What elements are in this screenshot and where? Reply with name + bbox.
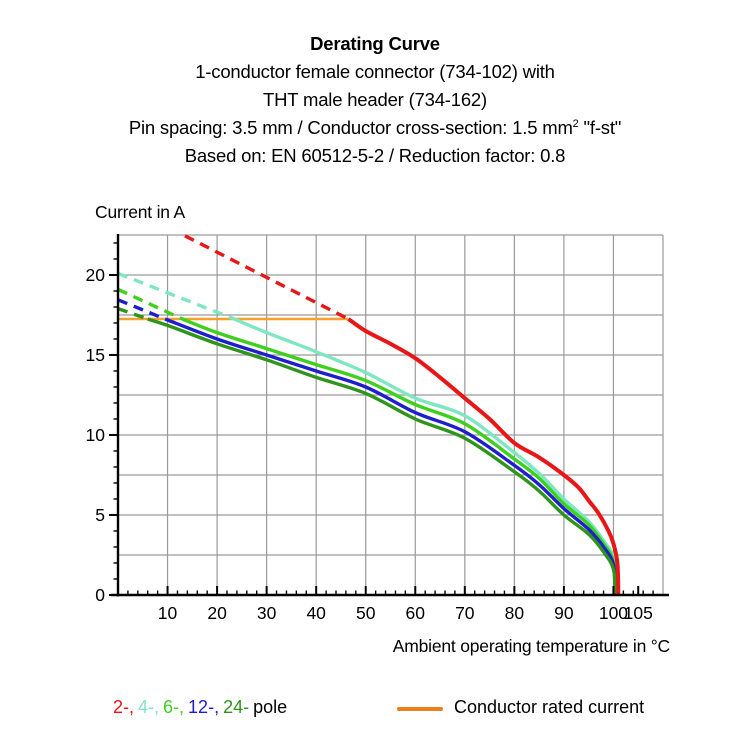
x-tick-label: 10 bbox=[158, 603, 178, 623]
curve-2-pole-solid bbox=[347, 317, 621, 596]
subtitle-line-2: THT male header (734-162) bbox=[263, 89, 487, 110]
x-tick-label: 70 bbox=[455, 603, 475, 623]
legend-pole-item: 24- bbox=[223, 697, 250, 717]
curve-24-pole-dashed bbox=[117, 306, 149, 321]
legend-pole-item: 6-, bbox=[163, 697, 185, 717]
subtitle-line-1: 1-conductor female connector (734-102) w… bbox=[195, 61, 555, 82]
page-title: Derating Curve bbox=[310, 33, 440, 54]
legend-pole-item: 4-, bbox=[138, 697, 160, 717]
x-tick-label: 100 bbox=[599, 603, 628, 623]
legend-pole-item: 12-, bbox=[188, 697, 220, 717]
y-axis-title: Current in A bbox=[95, 202, 186, 222]
y-tick-label: 5 bbox=[95, 505, 105, 525]
title-block: Derating Curve 1-conductor female connec… bbox=[0, 30, 750, 170]
rated-current-line-swatch bbox=[397, 706, 443, 711]
legend-pole-item: 2-, bbox=[113, 697, 135, 717]
spec-line-post: "f-st" bbox=[578, 117, 622, 138]
legend-pole-suffix: pole bbox=[253, 697, 288, 717]
x-tick-label: 105 bbox=[624, 603, 653, 623]
curve-12-pole-solid bbox=[164, 317, 618, 596]
curve-2-pole-dashed bbox=[184, 234, 350, 321]
x-tick-label: 60 bbox=[406, 603, 426, 623]
curve-6-pole-dashed bbox=[117, 287, 184, 321]
x-tick-label: 30 bbox=[257, 603, 277, 623]
y-tick-label: 10 bbox=[86, 425, 106, 445]
spec-line-pre: Pin spacing: 3.5 mm / Conductor cross-se… bbox=[128, 117, 573, 138]
curve-4-pole-dashed bbox=[117, 271, 236, 321]
legend: 2-, 4-, 6-, 12-, 24- pole Conductor rated cur… bbox=[0, 697, 750, 723]
y-tick-label: 0 bbox=[95, 585, 105, 605]
x-tick-label: 90 bbox=[554, 603, 574, 623]
x-tick-label: 50 bbox=[356, 603, 376, 623]
based-line: Based on: EN 60512-5-2 / Reduction facto… bbox=[184, 145, 566, 166]
x-tick-label: 20 bbox=[207, 603, 227, 623]
rated-current-label: Conductor rated current bbox=[454, 697, 645, 717]
legend-pole-list: 2-, 4-, 6-, 12-, 24- pole bbox=[113, 697, 291, 718]
legend-rated-current: Conductor rated current bbox=[397, 697, 644, 718]
y-tick-label: 15 bbox=[86, 345, 105, 365]
x-tick-label: 40 bbox=[306, 603, 326, 623]
spec-line: Pin spacing: 3.5 mm / Conductor cross-se… bbox=[0, 114, 750, 142]
x-axis-title: Ambient operating temperature in °C bbox=[392, 636, 670, 656]
y-tick-label: 20 bbox=[86, 265, 106, 285]
spec-line-sup: 2 bbox=[572, 117, 579, 130]
curve-24-pole-solid bbox=[147, 317, 617, 596]
x-tick-label: 80 bbox=[505, 603, 525, 623]
curve-4-pole-solid bbox=[233, 317, 619, 596]
curve-12-pole-dashed bbox=[117, 298, 166, 321]
curve-6-pole-solid bbox=[181, 317, 618, 596]
